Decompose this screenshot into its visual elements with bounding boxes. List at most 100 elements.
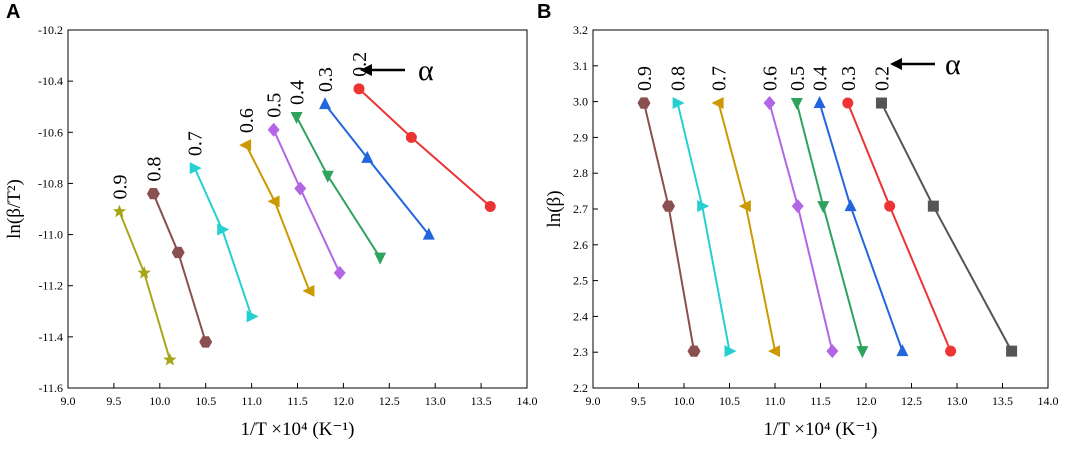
x-tick-label: 11.5 <box>287 394 308 408</box>
data-point <box>333 265 346 280</box>
x-tick-label: 10.0 <box>674 394 695 408</box>
series-line <box>880 102 1013 352</box>
series-label: 0.4 <box>810 66 832 91</box>
data-point <box>246 310 259 323</box>
data-point <box>405 131 417 143</box>
series-0.3: 0.3 <box>838 66 957 357</box>
series-label: 0.9 <box>634 66 656 91</box>
series-label: 0.2 <box>871 66 893 91</box>
data-point <box>817 201 830 214</box>
y-tick-label: 3.1 <box>573 59 588 73</box>
data-point <box>697 200 710 213</box>
series-line <box>272 129 341 274</box>
x-axis-label: 1/T ×10⁴ (K⁻¹) <box>764 419 878 440</box>
panel-letter-b: B <box>537 1 551 23</box>
data-point <box>884 200 896 212</box>
series-label: 0.6 <box>236 108 258 133</box>
data-point <box>790 98 803 111</box>
data-point <box>171 246 185 259</box>
x-tick-label: 13.0 <box>425 394 446 408</box>
series-line <box>676 102 731 352</box>
series-line <box>152 193 207 343</box>
series-line <box>245 144 311 292</box>
series-0.7: 0.7 <box>185 131 259 323</box>
series-0.7: 0.7 <box>709 66 780 358</box>
series-line <box>795 102 864 352</box>
alpha-label: α <box>418 54 434 87</box>
data-point <box>945 345 957 357</box>
data-point <box>319 97 332 110</box>
x-tick-label: 11.0 <box>765 394 786 408</box>
x-tick-label: 10.5 <box>719 394 740 408</box>
y-axis-label: ln(β/T²) <box>4 179 25 239</box>
data-point <box>813 96 826 109</box>
x-tick-label: 14.0 <box>517 394 538 408</box>
data-point <box>361 150 374 163</box>
data-point <box>875 97 887 109</box>
alpha-label: α <box>945 48 961 81</box>
y-tick-label: 2.6 <box>573 238 588 252</box>
x-tick-label: 13.0 <box>947 394 968 408</box>
data-point <box>112 204 127 218</box>
x-tick-label: 9.0 <box>61 394 76 408</box>
data-point <box>856 346 869 359</box>
y-axis-label: ln(β) <box>544 190 565 227</box>
data-point <box>239 139 252 152</box>
y-tick-label: -10.6 <box>38 125 63 139</box>
data-point <box>927 200 939 212</box>
data-point <box>199 336 213 348</box>
y-tick-label: 2.4 <box>573 309 588 323</box>
x-tick-label: 10.0 <box>149 394 170 408</box>
data-point <box>484 200 496 212</box>
series-0.8: 0.8 <box>143 157 213 348</box>
x-tick-label: 9.5 <box>631 394 646 408</box>
data-point <box>791 199 804 214</box>
series-line <box>324 103 430 236</box>
series-line <box>768 102 834 352</box>
y-tick-label: -10.4 <box>38 74 63 88</box>
data-point <box>662 200 675 212</box>
series-0.8: 0.8 <box>668 66 737 358</box>
data-point <box>163 352 177 366</box>
series-0.2: 0.2 <box>871 66 1018 357</box>
y-tick-label: 2.5 <box>573 274 588 288</box>
series-0.3: 0.3 <box>315 67 435 240</box>
data-point <box>763 96 776 111</box>
data-point <box>844 199 857 212</box>
x-tick-label: 11.0 <box>241 394 262 408</box>
data-point <box>146 188 160 200</box>
y-tick-label: -11.2 <box>38 279 63 293</box>
y-tick-label: -11.0 <box>38 228 63 242</box>
x-tick-label: 12.5 <box>379 394 400 408</box>
x-tick-label: 14.0 <box>1038 394 1059 408</box>
panel-a: A 9.0 9.5 10.0 10.5 11.0 11.5 12.0 12.5 13.0 13.5… <box>4 1 538 440</box>
series-0.9: 0.9 <box>109 175 177 366</box>
x-axis-label: 1/T ×10⁴ (K⁻¹) <box>241 419 355 440</box>
y-tick-label: 2.2 <box>573 381 588 395</box>
series-label: 0.6 <box>760 66 782 91</box>
series-label: 0.3 <box>315 67 337 92</box>
y-tick-label: -10.8 <box>38 176 63 190</box>
series-line <box>717 102 776 352</box>
series-0.5: 0.5 <box>264 93 346 280</box>
series-label: 0.9 <box>109 175 131 200</box>
data-point <box>294 181 307 196</box>
data-point <box>637 97 651 109</box>
y-tick-label: 2.7 <box>573 202 588 216</box>
data-point <box>321 170 334 183</box>
data-point <box>842 97 854 109</box>
data-point <box>290 111 303 124</box>
data-point <box>687 345 701 357</box>
y-tick-label: -10.2 <box>38 23 63 37</box>
y-tick-label: 3.0 <box>573 95 588 109</box>
series-line <box>193 167 253 317</box>
y-tick-label: 2.8 <box>573 166 588 180</box>
data-point <box>826 344 839 359</box>
x-tick-label: 12.0 <box>333 394 354 408</box>
x-tick-label: 12.5 <box>901 394 922 408</box>
series-0.6: 0.6 <box>236 108 315 297</box>
series-label: 0.3 <box>838 66 860 91</box>
x-tick-label: 13.5 <box>992 394 1013 408</box>
data-point <box>768 345 780 358</box>
